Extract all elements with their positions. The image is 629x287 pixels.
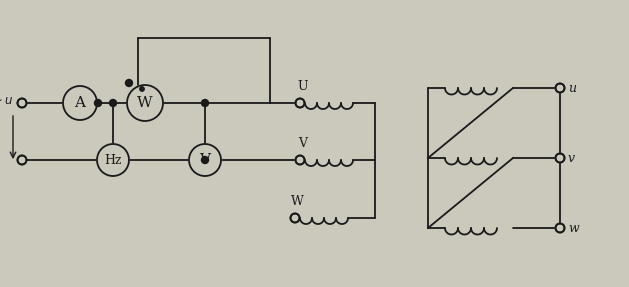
Text: U: U	[298, 80, 308, 93]
Text: u: u	[568, 82, 576, 94]
Text: W: W	[291, 195, 303, 208]
Text: V: V	[299, 137, 308, 150]
Circle shape	[555, 154, 564, 162]
Text: Hz: Hz	[104, 154, 122, 166]
Circle shape	[296, 156, 304, 164]
Circle shape	[109, 100, 116, 106]
Text: W: W	[137, 96, 153, 110]
Circle shape	[296, 98, 304, 108]
Text: v: v	[568, 152, 575, 164]
Circle shape	[126, 79, 133, 86]
Text: A: A	[74, 96, 86, 110]
Circle shape	[18, 156, 26, 164]
Circle shape	[555, 84, 564, 92]
Circle shape	[127, 85, 163, 121]
Text: w: w	[568, 222, 579, 234]
Circle shape	[201, 100, 208, 106]
Text: V: V	[199, 153, 211, 167]
Circle shape	[291, 214, 299, 222]
Circle shape	[555, 224, 564, 232]
Circle shape	[18, 98, 26, 108]
Circle shape	[63, 86, 97, 120]
Circle shape	[97, 144, 129, 176]
Circle shape	[94, 100, 101, 106]
Circle shape	[201, 156, 208, 164]
Circle shape	[189, 144, 221, 176]
Text: $\sim$$u$: $\sim$$u$	[0, 94, 13, 108]
Circle shape	[140, 87, 144, 91]
